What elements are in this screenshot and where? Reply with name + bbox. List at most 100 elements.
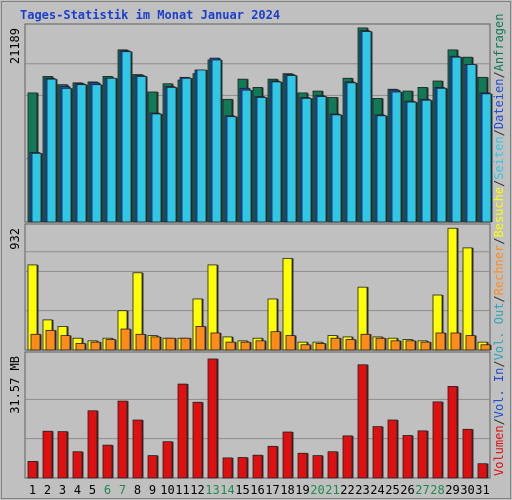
x-tick-label: 23 [355,483,369,497]
bar-seiten-day-26 [406,101,417,223]
x-tick-label: 3 [59,483,66,497]
x-tick-label: 19 [295,483,309,497]
x-tick-label: 31 [475,483,489,497]
bar-seiten-day-24 [376,115,387,223]
y-max-label: 932 [8,228,22,250]
bar-rechner-day-2 [45,329,56,351]
bar-rechner-day-12 [195,326,206,351]
bar-seiten-day-27 [421,99,432,223]
bar-rechner-day-28 [435,332,446,351]
bar-volumen-day-19 [297,452,308,479]
bar-rechner-day-11 [180,337,191,351]
bar-volumen-day-16 [252,454,263,479]
x-tick-label: 1 [29,483,36,497]
x-tick-label: 26 [400,483,414,497]
bar-seiten-day-5 [91,84,102,223]
bar-seiten-day-16 [256,97,267,223]
panel-frame [24,223,491,351]
bar-rechner-day-5 [90,341,101,351]
bar-rechner-day-1 [30,333,41,351]
bar-volumen-day-27 [417,430,428,479]
bar-rechner-day-9 [150,336,161,351]
bar-volumen-day-30 [462,428,473,479]
bar-rechner-day-25 [390,340,401,351]
x-tick-label: 11 [175,483,189,497]
bar-rechner-day-7 [120,328,131,351]
bar-volumen-day-15 [237,457,248,479]
bar-volumen-day-22 [342,435,353,479]
x-tick-label: 20 [310,483,324,497]
bar-volumen-day-18 [282,431,293,479]
bar-rechner-day-26 [405,340,416,351]
bar-seiten-day-18 [286,75,297,223]
x-tick-label: 8 [134,483,141,497]
bar-volumen-day-6 [102,444,113,479]
y-max-label: 31.57 MB [8,356,22,414]
bar-volumen-day-7 [117,400,128,479]
bar-seiten-day-17 [271,81,282,223]
bar-volumen-day-3 [57,431,68,479]
legend-item: / [492,418,506,425]
bar-seiten-day-7 [121,51,132,223]
x-tick-label: 30 [460,483,474,497]
bar-seiten-day-30 [466,64,477,223]
bar-seiten-day-13 [211,59,222,223]
bar-seiten-day-12 [196,69,207,223]
x-tick-label: 28 [430,483,444,497]
bar-seiten-day-11 [181,77,192,223]
bar-rechner-day-8 [135,333,146,351]
bar-volumen-day-11 [177,383,188,479]
x-tick-label: 27 [415,483,429,497]
bar-seiten-day-3 [61,87,72,223]
x-tick-label: 7 [119,483,126,497]
x-tick-label: 17 [265,483,279,497]
bar-rechner-day-20 [315,343,326,351]
bar-volumen-day-13 [207,358,218,479]
bar-besuche-day-30 [462,247,473,351]
legend-item: / [492,71,506,78]
legend-item: Anfragen [492,14,506,72]
legend-item: Rechner [492,245,506,296]
x-tick-label: 5 [89,483,96,497]
bar-rechner-day-29 [450,332,461,351]
legend-item: / [492,129,506,136]
x-tick-label: 13 [205,483,219,497]
bar-volumen-day-8 [132,419,143,479]
bar-volumen-day-28 [432,401,443,479]
bar-volumen-day-31 [477,463,488,479]
legend-item: / [492,238,506,245]
legend-item: / [492,180,506,187]
legend-item: Dateien [492,79,506,130]
legend-item: Volumen [492,425,506,476]
bar-seiten-day-22 [346,82,357,223]
bar-rechner-day-27 [420,341,431,351]
bar-rechner-day-31 [480,344,491,351]
bar-rechner-day-14 [225,341,236,351]
bar-volumen-day-29 [447,386,458,479]
bar-rechner-day-24 [375,337,386,351]
bar-rechner-day-17 [270,331,281,351]
bar-rechner-day-6 [105,339,116,351]
y-max-label: 21189 [8,28,22,64]
bar-volumen-day-12 [192,401,203,479]
bar-volumen-day-1 [27,460,38,479]
bar-volumen-day-4 [72,451,83,479]
x-tick-label: 25 [385,483,399,497]
bar-seiten-day-31 [481,93,492,223]
x-tick-label: 15 [235,483,249,497]
bar-rechner-day-3 [60,335,71,351]
legend-item: / [492,360,506,367]
x-tick-label: 12 [190,483,204,497]
bar-rechner-day-19 [300,344,311,351]
bar-rechner-day-21 [330,337,341,351]
chart-title: Tages-Statistik im Monat Januar 2024 [20,8,280,22]
bar-rechner-day-15 [240,341,251,351]
bar-seiten-day-8 [136,76,147,223]
bar-volumen-day-9 [147,455,158,479]
bar-rechner-day-23 [360,333,371,351]
x-tick-label: 14 [220,483,234,497]
bar-volumen-day-5 [87,410,98,479]
bar-rechner-day-10 [165,337,176,351]
bar-seiten-day-20 [316,96,327,223]
